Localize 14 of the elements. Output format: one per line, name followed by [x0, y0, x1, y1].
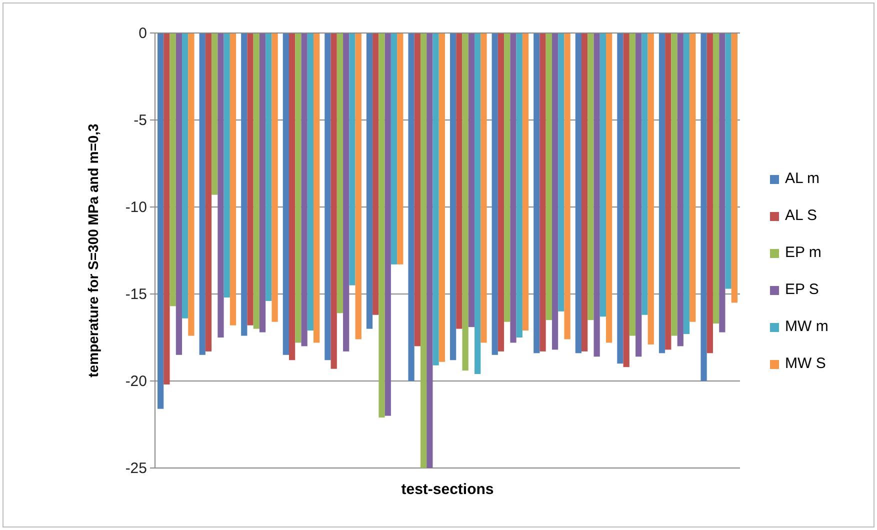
y-tick-label: -5 [134, 112, 147, 129]
y-tick-label: -10 [125, 198, 147, 216]
legend-label: EP S [785, 281, 819, 298]
legend-label: MW m [785, 318, 828, 335]
legend-label: AL m [785, 170, 820, 187]
y-tick-label: -15 [125, 286, 147, 303]
y-tick-label: 0 [138, 24, 147, 42]
legend-label: MW S [785, 355, 826, 372]
y-tick-label: -20 [125, 372, 147, 390]
legend-label: AL S [785, 207, 817, 224]
x-axis-title: test-sections [401, 481, 494, 498]
y-tick-label: -25 [125, 460, 147, 477]
y-axis-title: temperature for S=300 MPa and m=0,3 [85, 123, 101, 378]
legend-label: EP m [785, 244, 822, 261]
